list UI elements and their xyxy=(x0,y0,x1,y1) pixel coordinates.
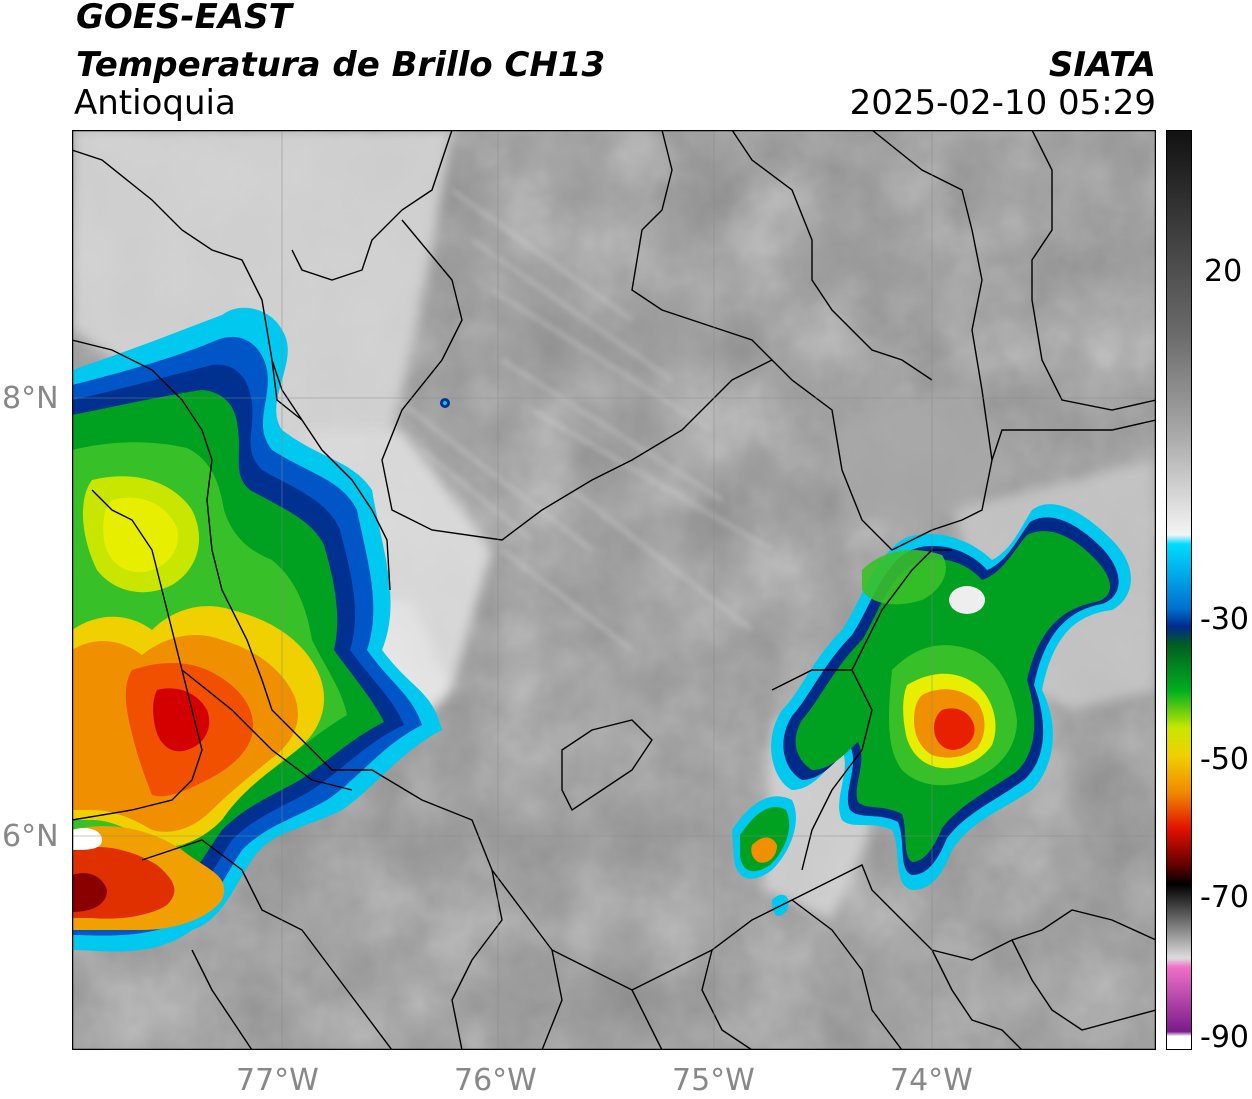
lon-label-74w: 74°W xyxy=(890,1063,973,1098)
lon-label-75w: 75°W xyxy=(672,1063,755,1098)
region-label: Antioquia xyxy=(74,83,236,123)
colorbar-tick-minus50: -50 xyxy=(1200,742,1249,777)
west-storm xyxy=(72,307,442,952)
lat-label-6n: 6°N xyxy=(2,819,59,854)
temperature-colorbar xyxy=(1166,130,1192,1050)
east-storm xyxy=(732,504,1131,916)
colorbar-tick-minus30: -30 xyxy=(1200,602,1249,637)
graticule xyxy=(72,130,1156,1050)
product-title: Temperatura de Brillo CH13 xyxy=(76,45,606,85)
lon-label-77w: 77°W xyxy=(236,1063,319,1098)
lat-label-8n: 8°N xyxy=(2,381,59,416)
org-label: SIATA xyxy=(1048,45,1156,85)
colorbar-tick-minus90: -90 xyxy=(1200,1020,1249,1055)
datetime-label: 2025-02-10 05:29 xyxy=(849,83,1156,123)
colorbar-tick-20: 20 xyxy=(1204,254,1243,289)
lon-label-76w: 76°W xyxy=(454,1063,537,1098)
satellite-title: GOES-EAST xyxy=(76,0,292,37)
colorbar-tick-minus70: -70 xyxy=(1200,880,1249,915)
brightness-temperature-map xyxy=(72,130,1156,1050)
